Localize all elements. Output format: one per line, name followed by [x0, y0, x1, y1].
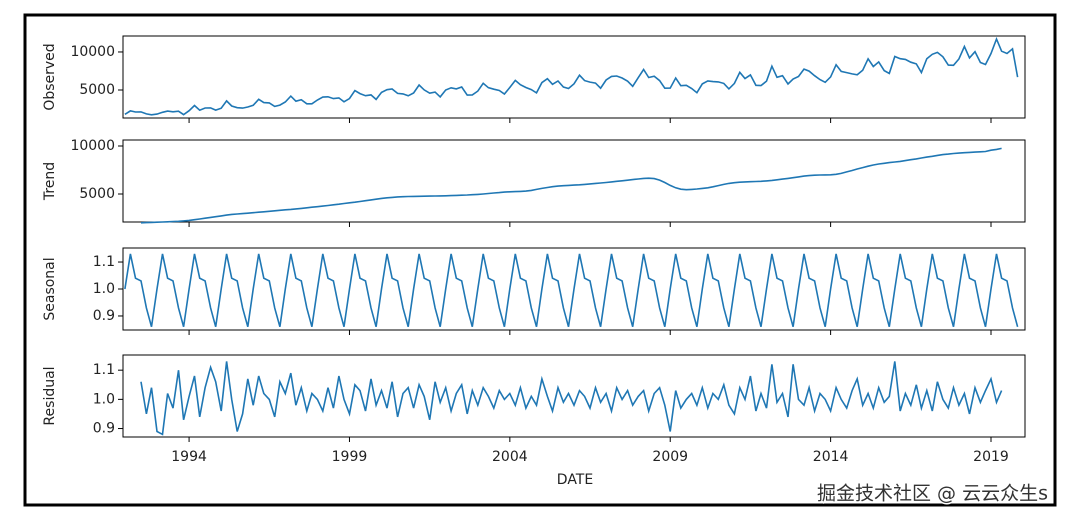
x-tick-label: 2019 [973, 449, 1009, 465]
y-tick-label: 5000 [79, 82, 115, 98]
y-axis-label: Residual [42, 366, 58, 425]
y-tick-label: 1.1 [93, 254, 115, 270]
x-tick-label: 2009 [652, 449, 688, 465]
axes-frame [122, 354, 1026, 438]
data-line [124, 253, 1019, 328]
y-axis-label: Trend [42, 162, 58, 201]
y-tick-label: 5000 [79, 186, 115, 202]
y-axis-label: Observed [42, 43, 58, 110]
data-line [140, 147, 1002, 224]
x-tick-label: 2014 [813, 449, 849, 465]
y-tick-label: 1.0 [93, 281, 115, 297]
frame [23, 13, 1057, 507]
axes-frame [122, 35, 1026, 119]
y-tick-label: 1.0 [93, 391, 115, 407]
y-tick-label: 10000 [70, 138, 115, 154]
x-axis-label: DATE [557, 472, 593, 488]
x-tick-label: 2004 [492, 449, 528, 465]
y-tick-label: 1.1 [93, 362, 115, 378]
y-tick-label: 0.9 [93, 421, 115, 437]
y-axis-label: Seasonal [42, 257, 58, 320]
x-tick-label: 1994 [171, 449, 207, 465]
y-tick-label: 0.9 [93, 308, 115, 324]
x-tick-label: 1999 [332, 449, 368, 465]
data-line [140, 361, 1003, 436]
data-line [124, 36, 1019, 116]
y-tick-label: 10000 [70, 44, 115, 60]
watermark: 掘金技术社区 @ 云云众生s [817, 483, 1048, 505]
axes-frame [122, 139, 1026, 223]
